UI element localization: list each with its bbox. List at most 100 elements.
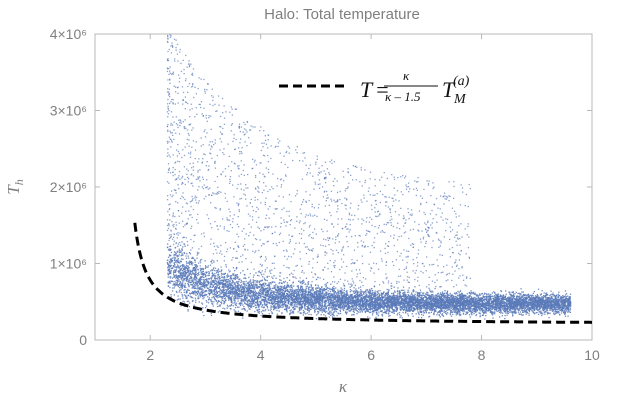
scatter-point	[219, 304, 221, 306]
scatter-point	[180, 251, 183, 253]
scatter-point	[441, 313, 444, 315]
scatter-point	[262, 286, 264, 288]
scatter-point	[226, 285, 228, 287]
scatter-point	[552, 304, 555, 306]
scatter-point	[359, 306, 361, 309]
scatter-point	[453, 305, 455, 308]
scatter-point	[288, 294, 290, 297]
scatter-point	[522, 311, 524, 313]
scatter-point	[251, 290, 253, 293]
scatter-point	[303, 312, 305, 314]
scatter-point	[260, 311, 262, 313]
scatter-point	[390, 311, 393, 313]
scatter-point	[303, 299, 305, 301]
scatter-point	[191, 273, 193, 275]
scatter-point	[197, 253, 199, 255]
scatter-point	[533, 291, 535, 293]
scatter-point	[247, 281, 250, 283]
scatter-point	[254, 283, 257, 285]
scatter-point	[198, 271, 200, 273]
scatter-point	[197, 273, 199, 275]
scatter-point	[302, 292, 304, 294]
scatter-point	[183, 243, 185, 245]
scatter-point	[346, 307, 349, 309]
scatter-point	[470, 296, 473, 298]
scatter-point	[343, 296, 345, 298]
scatter-point	[284, 280, 287, 283]
scatter-point	[195, 264, 197, 266]
scatter-point	[210, 279, 212, 281]
scatter-point	[563, 304, 565, 307]
scatter-point	[483, 302, 485, 304]
scatter-point	[254, 286, 256, 289]
scatter-point	[549, 297, 551, 299]
scatter-point	[241, 287, 244, 289]
scatter-point	[180, 278, 182, 280]
scatter-point	[203, 279, 205, 281]
scatter-point	[190, 296, 192, 299]
scatter-point	[329, 292, 331, 295]
scatter-point	[554, 301, 556, 303]
scatter-point	[483, 309, 485, 311]
scatter-point	[313, 307, 315, 309]
scatter-point	[569, 307, 572, 309]
scatter-point	[169, 259, 172, 261]
scatter-point	[487, 293, 489, 295]
scatter-point	[343, 300, 345, 302]
scatter-point	[204, 276, 207, 278]
scatter-point	[207, 278, 209, 280]
scatter-point	[323, 294, 325, 296]
scatter-point	[236, 306, 239, 308]
scatter-point	[300, 301, 302, 304]
scatter-point	[219, 294, 221, 296]
scatter-point	[326, 299, 328, 302]
scatter-point	[476, 299, 478, 301]
scatter-point	[336, 314, 338, 317]
scatter-point	[535, 307, 537, 309]
scatter-point	[395, 309, 397, 311]
scatter-point	[217, 281, 219, 284]
scatter-point	[255, 305, 257, 307]
scatter-point	[181, 272, 183, 274]
scatter-point	[279, 294, 281, 296]
scatter-point	[288, 286, 291, 288]
scatter-point	[255, 293, 257, 295]
scatter-point	[221, 297, 223, 299]
scatter-point	[258, 297, 260, 299]
scatter-point	[437, 312, 439, 314]
scatter-point	[226, 291, 228, 293]
scatter-point	[312, 290, 314, 292]
y-tick-label: 3×10⁶	[50, 103, 87, 119]
scatter-point	[224, 295, 226, 297]
scatter-point	[325, 297, 327, 299]
scatter-point	[180, 291, 182, 294]
scatter-point	[280, 306, 282, 308]
scatter-point	[199, 277, 202, 279]
scatter-point	[321, 303, 323, 305]
scatter-point	[315, 306, 317, 308]
scatter-point	[355, 290, 357, 292]
scatter-point	[387, 301, 389, 303]
scatter-point	[212, 305, 214, 307]
scatter-point	[346, 308, 348, 310]
scatter-point	[414, 303, 417, 305]
scatter-point	[185, 267, 188, 269]
scatter-point	[532, 292, 534, 295]
scatter-point	[413, 296, 415, 299]
scatter-point	[340, 290, 343, 292]
scatter-point	[333, 305, 335, 307]
scatter-point	[413, 302, 416, 304]
scatter-point	[270, 302, 272, 304]
scatter-point	[558, 299, 560, 301]
scatter-point	[214, 276, 216, 279]
scatter-point	[292, 306, 295, 309]
scatter-point	[211, 259, 213, 261]
scatter-point	[429, 289, 431, 291]
scatter-point	[239, 304, 242, 307]
scatter-point	[486, 295, 488, 298]
scatter-point	[456, 304, 458, 307]
scatter-point	[364, 307, 366, 310]
scatter-point	[367, 305, 370, 307]
scatter-point	[542, 300, 544, 302]
